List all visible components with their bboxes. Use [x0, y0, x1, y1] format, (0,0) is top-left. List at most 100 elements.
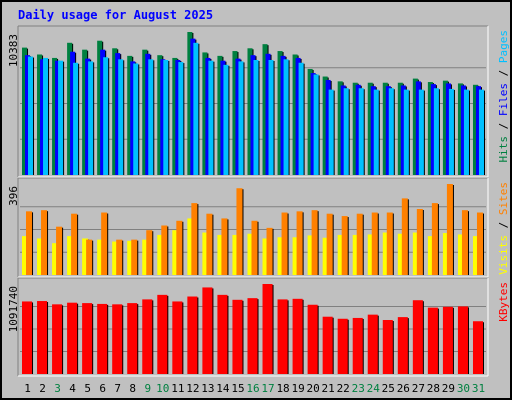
bar-files — [100, 49, 106, 175]
bar-hits — [322, 76, 328, 175]
bar-kbytes — [82, 303, 93, 374]
bar-sites — [206, 213, 213, 275]
bar-visits — [217, 234, 224, 275]
bar-kbytes — [142, 299, 153, 374]
bar-visits — [337, 234, 344, 275]
bar-sites — [296, 211, 303, 275]
bar-files — [160, 59, 166, 175]
legend: KBytes — [497, 282, 510, 322]
bar-hits — [172, 57, 178, 176]
bar-files — [400, 85, 406, 175]
bar-kbytes — [112, 304, 123, 374]
bar-files — [175, 59, 181, 175]
x-label-day: 29 — [442, 382, 455, 395]
bar-hits — [427, 82, 433, 175]
bar-pages — [388, 88, 394, 175]
bar-visits — [352, 234, 359, 275]
bar-pages — [58, 60, 64, 176]
bar-files — [55, 60, 61, 176]
bar-hits — [52, 57, 58, 176]
bar-sites — [251, 220, 258, 275]
x-label-day: 10 — [156, 382, 169, 395]
bar-kbytes — [352, 317, 363, 374]
bar-pages — [448, 88, 454, 175]
bar-pages — [28, 56, 34, 175]
bar-pages — [73, 62, 79, 175]
y-max-label: 396 — [7, 186, 20, 206]
bar-sites — [161, 225, 168, 275]
bar-sites — [341, 216, 348, 275]
daily-usage-chart: Daily usage for August 2025 10383 Hits / … — [7, 8, 510, 395]
bar-files — [415, 81, 421, 175]
x-label-day: 2 — [39, 382, 46, 395]
bar-files — [190, 38, 196, 175]
x-label-day: 3 — [54, 382, 61, 395]
x-label-day: 30 — [457, 382, 470, 395]
x-label-day: 25 — [382, 382, 395, 395]
bar-sites — [146, 230, 153, 275]
bar-files — [460, 85, 466, 175]
bar-visits — [427, 236, 434, 275]
bar-hits — [442, 80, 448, 175]
legend-item-pages: Pages — [497, 30, 510, 63]
bar-kbytes — [367, 314, 378, 374]
bar-hits — [157, 55, 163, 175]
bar-kbytes — [457, 306, 468, 374]
x-label-day: 9 — [144, 382, 151, 395]
bar-kbytes — [262, 284, 273, 374]
panel-2: 396 Visits / Sites — [7, 177, 510, 278]
bar-pages — [268, 59, 274, 175]
bar-visits — [472, 236, 479, 275]
x-label-day: 4 — [69, 382, 76, 395]
bar-visits — [67, 236, 74, 275]
bar-hits — [187, 32, 193, 175]
bar-files — [85, 58, 91, 175]
x-label-day: 28 — [427, 382, 440, 395]
bar-hits — [277, 51, 283, 175]
y-max-label: 10383 — [7, 34, 20, 67]
bar-visits — [97, 239, 104, 275]
bar-kbytes — [22, 301, 33, 374]
x-label-day: 11 — [171, 382, 184, 395]
bar-visits — [262, 238, 269, 275]
bar-visits — [277, 237, 284, 275]
bar-files — [145, 53, 151, 175]
x-label-day: 20 — [307, 382, 320, 395]
bar-files — [40, 59, 46, 175]
bar-sites — [56, 226, 63, 275]
bar-pages — [43, 57, 49, 176]
chart-title: Daily usage for August 2025 — [18, 8, 213, 22]
bar-sites — [386, 212, 393, 275]
panel-1: 10383 Hits / Files / Pages — [7, 25, 510, 178]
bar-pages — [463, 89, 469, 175]
bar-files — [310, 73, 316, 175]
bar-sites — [431, 203, 438, 275]
bar-sites — [281, 212, 288, 275]
bar-hits — [202, 52, 208, 175]
bar-kbytes — [337, 318, 348, 374]
bar-pages — [478, 89, 484, 175]
bar-files — [115, 53, 121, 175]
bar-files — [430, 84, 436, 175]
bar-files — [355, 84, 361, 175]
bar-visits — [247, 233, 254, 275]
x-label-day: 22 — [337, 382, 350, 395]
bar-visits — [142, 239, 149, 275]
bar-hits — [82, 49, 88, 175]
bar-pages — [328, 89, 334, 175]
bar-kbytes — [157, 294, 168, 374]
bar-files — [475, 86, 481, 175]
bar-pages — [118, 59, 124, 175]
bar-pages — [193, 42, 199, 176]
bar-files — [25, 55, 31, 175]
bar-kbytes — [322, 316, 333, 374]
bar-sites — [86, 239, 93, 275]
bar-visits — [412, 232, 419, 275]
bar-files — [235, 58, 241, 175]
x-label-day: 15 — [231, 382, 244, 395]
bar-files — [250, 55, 256, 175]
bar-visits — [172, 230, 179, 275]
bar-pages — [178, 62, 184, 175]
bar-hits — [457, 83, 463, 175]
